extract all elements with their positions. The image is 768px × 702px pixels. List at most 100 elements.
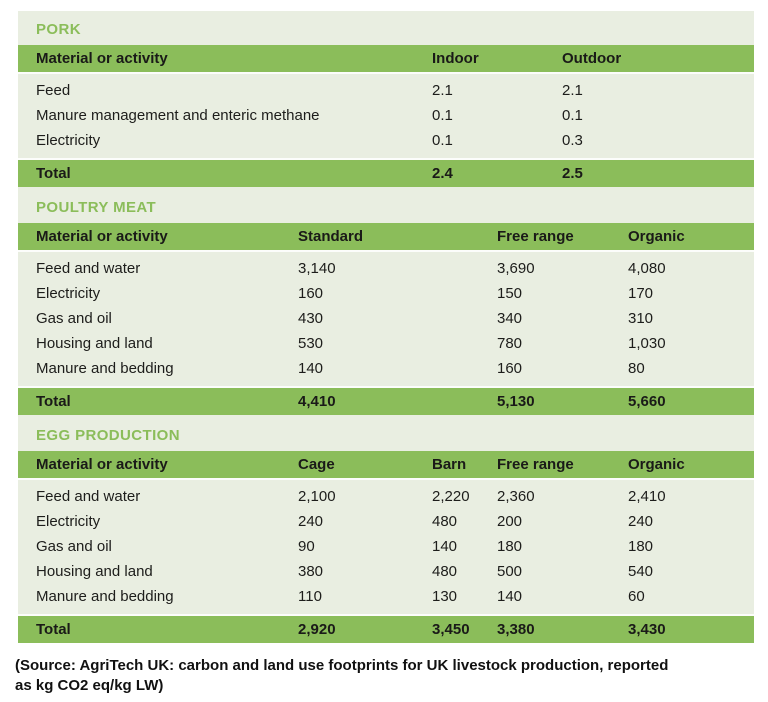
total-value: 3,430 [628,621,666,638]
table-header-row: Material or activity Cage Barn Free rang… [18,451,754,478]
cell-value: 180 [628,538,654,555]
table-body: Feed and water 3,140 3,690 4,080 Electri… [18,250,754,388]
total-value: 2,920 [298,621,336,638]
header-cell: Material or activity [36,456,168,473]
table-row: Housing and land 380 480 500 540 [18,559,754,584]
table-row: Feed and water 3,140 3,690 4,080 [18,256,754,281]
cell-value: 0.1 [562,107,583,124]
table-row: Electricity 240 480 200 240 [18,509,754,534]
section-poultry-meat: POULTRY MEAT Material or activity Standa… [18,199,754,415]
cell-value: 0.1 [432,107,453,124]
cell-value: 110 [298,588,322,605]
cell-value: 3,140 [298,260,336,277]
table-row: Housing and land 530 780 1,030 [18,331,754,356]
cell-value: 90 [298,538,315,555]
cell-value: 180 [497,538,523,555]
total-label: Total [36,393,71,410]
cell-value: 130 [432,588,458,605]
header-cell: Indoor [432,50,479,67]
row-label: Electricity [36,285,101,302]
table-header-row: Material or activity Indoor Outdoor [18,45,754,72]
total-row: Total 2,920 3,450 3,380 3,430 [18,616,754,643]
header-cell: Free range [497,456,574,473]
cell-value: 430 [298,310,324,327]
header-cell: Material or activity [36,50,168,67]
table-row: Gas and oil 90 140 180 180 [18,534,754,559]
row-label: Manure and bedding [36,360,174,377]
table-row: Feed 2.1 2.1 [18,78,754,103]
cell-value: 160 [497,360,523,377]
row-label: Manure management and enteric methane [36,107,320,124]
cell-value: 0.1 [432,132,453,149]
total-value: 3,380 [497,621,535,638]
header-cell: Cage [298,456,335,473]
source-note: (Source: AgriTech UK: carbon and land us… [15,657,669,694]
table-row: Gas and oil 430 340 310 [18,306,754,331]
row-label: Gas and oil [36,310,112,327]
cell-value: 530 [298,335,324,352]
cell-value: 140 [298,360,324,377]
cell-value: 2,100 [298,488,336,505]
section-egg-production: EGG PRODUCTION Material or activity Cage… [18,427,754,643]
cell-value: 200 [497,513,523,530]
cell-value: 240 [628,513,654,530]
cell-value: 3,690 [497,260,535,277]
section-title-poultry-meat: POULTRY MEAT [36,199,157,216]
cell-value: 60 [628,588,645,605]
header-cell: Free range [497,228,574,245]
total-value: 5,130 [497,393,535,410]
table-row: Manure and bedding 140 160 80 [18,356,754,381]
cell-value: 2.1 [562,82,583,99]
cell-value: 170 [628,285,654,302]
content-panel: PORK Material or activity Indoor Outdoor… [18,11,754,643]
cell-value: 0.3 [562,132,583,149]
section-title-pork: PORK [36,21,81,38]
cell-value: 2,220 [432,488,470,505]
row-label: Housing and land [36,563,153,580]
row-label: Manure and bedding [36,588,174,605]
cell-value: 340 [497,310,523,327]
total-value: 3,450 [432,621,470,638]
total-label: Total [36,621,71,638]
total-row: Total 2.4 2.5 [18,160,754,187]
table-row: Electricity 160 150 170 [18,281,754,306]
row-label: Feed [36,82,71,99]
header-cell: Material or activity [36,228,168,245]
cell-value: 480 [432,563,458,580]
total-value: 2.5 [562,165,583,182]
cell-value: 4,080 [628,260,666,277]
total-label: Total [36,165,71,182]
header-cell: Organic [628,228,685,245]
cell-value: 310 [628,310,654,327]
row-label: Electricity [36,513,101,530]
cell-value: 150 [497,285,523,302]
cell-value: 1,030 [628,335,666,352]
section-title-egg-production: EGG PRODUCTION [36,427,180,444]
header-cell: Organic [628,456,685,473]
cell-value: 2,410 [628,488,666,505]
cell-value: 500 [497,563,523,580]
cell-value: 2.1 [432,82,453,99]
cell-value: 140 [432,538,458,555]
cell-value: 540 [628,563,654,580]
row-label: Housing and land [36,335,153,352]
cell-value: 160 [298,285,324,302]
table-row: Manure management and enteric methane 0.… [18,103,754,128]
cell-value: 2,360 [497,488,535,505]
table-body: Feed 2.1 2.1 Manure management and enter… [18,72,754,160]
table-body: Feed and water 2,100 2,220 2,360 2,410 E… [18,478,754,616]
table-row: Feed and water 2,100 2,220 2,360 2,410 [18,484,754,509]
cell-value: 480 [432,513,458,530]
row-label: Feed and water [36,488,141,505]
cell-value: 380 [298,563,324,580]
table-row: Manure and bedding 110 130 140 60 [18,584,754,609]
total-row: Total 4,410 5,130 5,660 [18,388,754,415]
table-row: Electricity 0.1 0.3 [18,128,754,153]
header-cell: Standard [298,228,364,245]
section-pork: PORK Material or activity Indoor Outdoor… [18,21,754,187]
cell-value: 80 [628,360,645,377]
row-label: Electricity [36,132,101,149]
header-cell: Barn [432,456,467,473]
table-header-row: Material or activity Standard Free range… [18,223,754,250]
total-value: 5,660 [628,393,666,410]
